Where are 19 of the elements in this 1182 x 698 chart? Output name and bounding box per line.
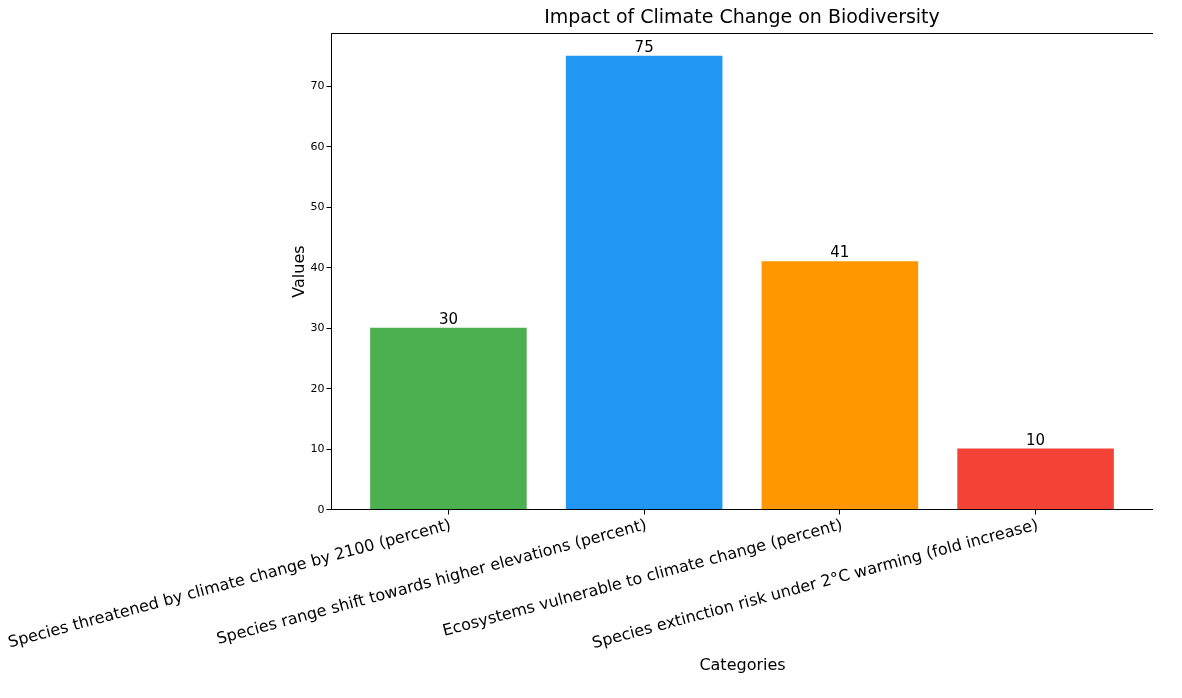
y-tick-label: 10 bbox=[310, 442, 325, 456]
y-tick-label: 40 bbox=[310, 260, 325, 274]
y-axis-title: Values bbox=[288, 245, 308, 298]
chart-title: Impact of Climate Change on Biodiversity bbox=[544, 5, 940, 27]
bar bbox=[957, 448, 1114, 509]
data-label: 41 bbox=[830, 243, 850, 262]
bar bbox=[565, 55, 723, 509]
y-tick-label: 0 bbox=[317, 502, 325, 516]
data-label: 30 bbox=[438, 309, 458, 328]
bar bbox=[761, 261, 919, 509]
y-tick-label: 60 bbox=[310, 139, 325, 153]
y-tick-label: 30 bbox=[310, 321, 325, 335]
bar bbox=[370, 327, 527, 509]
y-tick-label: 70 bbox=[310, 79, 325, 93]
y-tick-label: 20 bbox=[310, 381, 325, 395]
y-tick-label: 50 bbox=[310, 200, 325, 214]
data-label: 10 bbox=[1026, 430, 1046, 449]
data-label: 75 bbox=[634, 37, 654, 56]
x-axis-title: Categories bbox=[699, 655, 786, 675]
